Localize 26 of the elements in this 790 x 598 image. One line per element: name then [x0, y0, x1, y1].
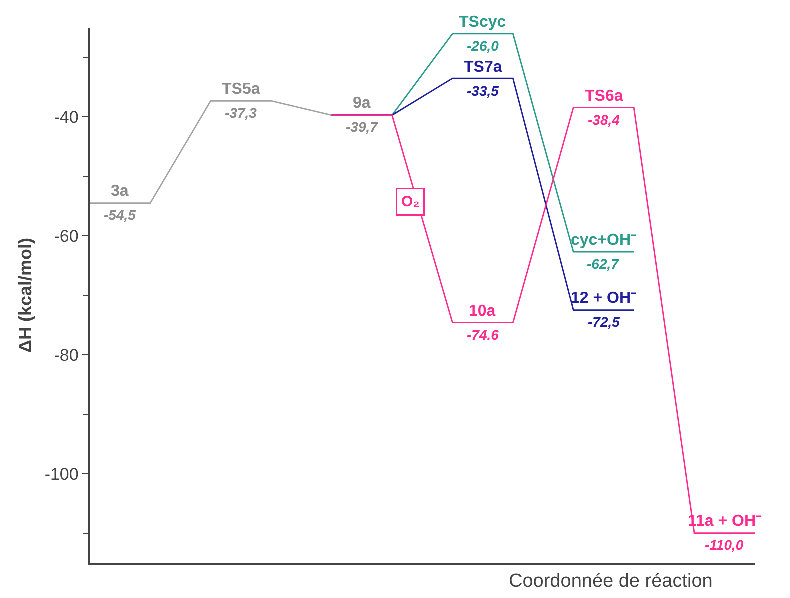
- data-label: -110,0: [705, 537, 744, 553]
- data-label: -54,5: [104, 207, 136, 223]
- annotation: 3a: [111, 183, 129, 200]
- annotation: TScyc: [459, 14, 506, 31]
- annotation: O₂: [402, 194, 420, 210]
- x-axis-title: Coordonnée de réaction: [509, 571, 713, 592]
- annotation: 9a: [353, 95, 371, 112]
- annotation: 10a: [469, 303, 496, 320]
- data-label: -37,3: [225, 105, 258, 121]
- annotation: TS6a: [585, 88, 624, 105]
- data-label: -74.6: [467, 327, 500, 343]
- y-tick-label: -80: [54, 346, 79, 365]
- data-label: -39,7: [346, 119, 380, 135]
- annotation: TS5a: [222, 81, 260, 98]
- annotation: 12 + OH⁻: [571, 290, 638, 307]
- y-tick-label: -40: [54, 108, 79, 128]
- data-label: -62,7: [587, 256, 620, 272]
- data-label: -26,0: [467, 38, 500, 54]
- data-label: -38,4: [588, 112, 620, 128]
- annotation: TS7a: [464, 59, 502, 76]
- annotation: cyc+OH⁻: [571, 232, 638, 249]
- y-axis-title: ΔH (kcal/mol): [16, 238, 36, 353]
- y-tick-label: -100: [44, 464, 79, 484]
- y-tick-label: -60: [54, 227, 79, 246]
- data-label: -72,5: [588, 314, 620, 330]
- data-label: -33,5: [467, 83, 500, 99]
